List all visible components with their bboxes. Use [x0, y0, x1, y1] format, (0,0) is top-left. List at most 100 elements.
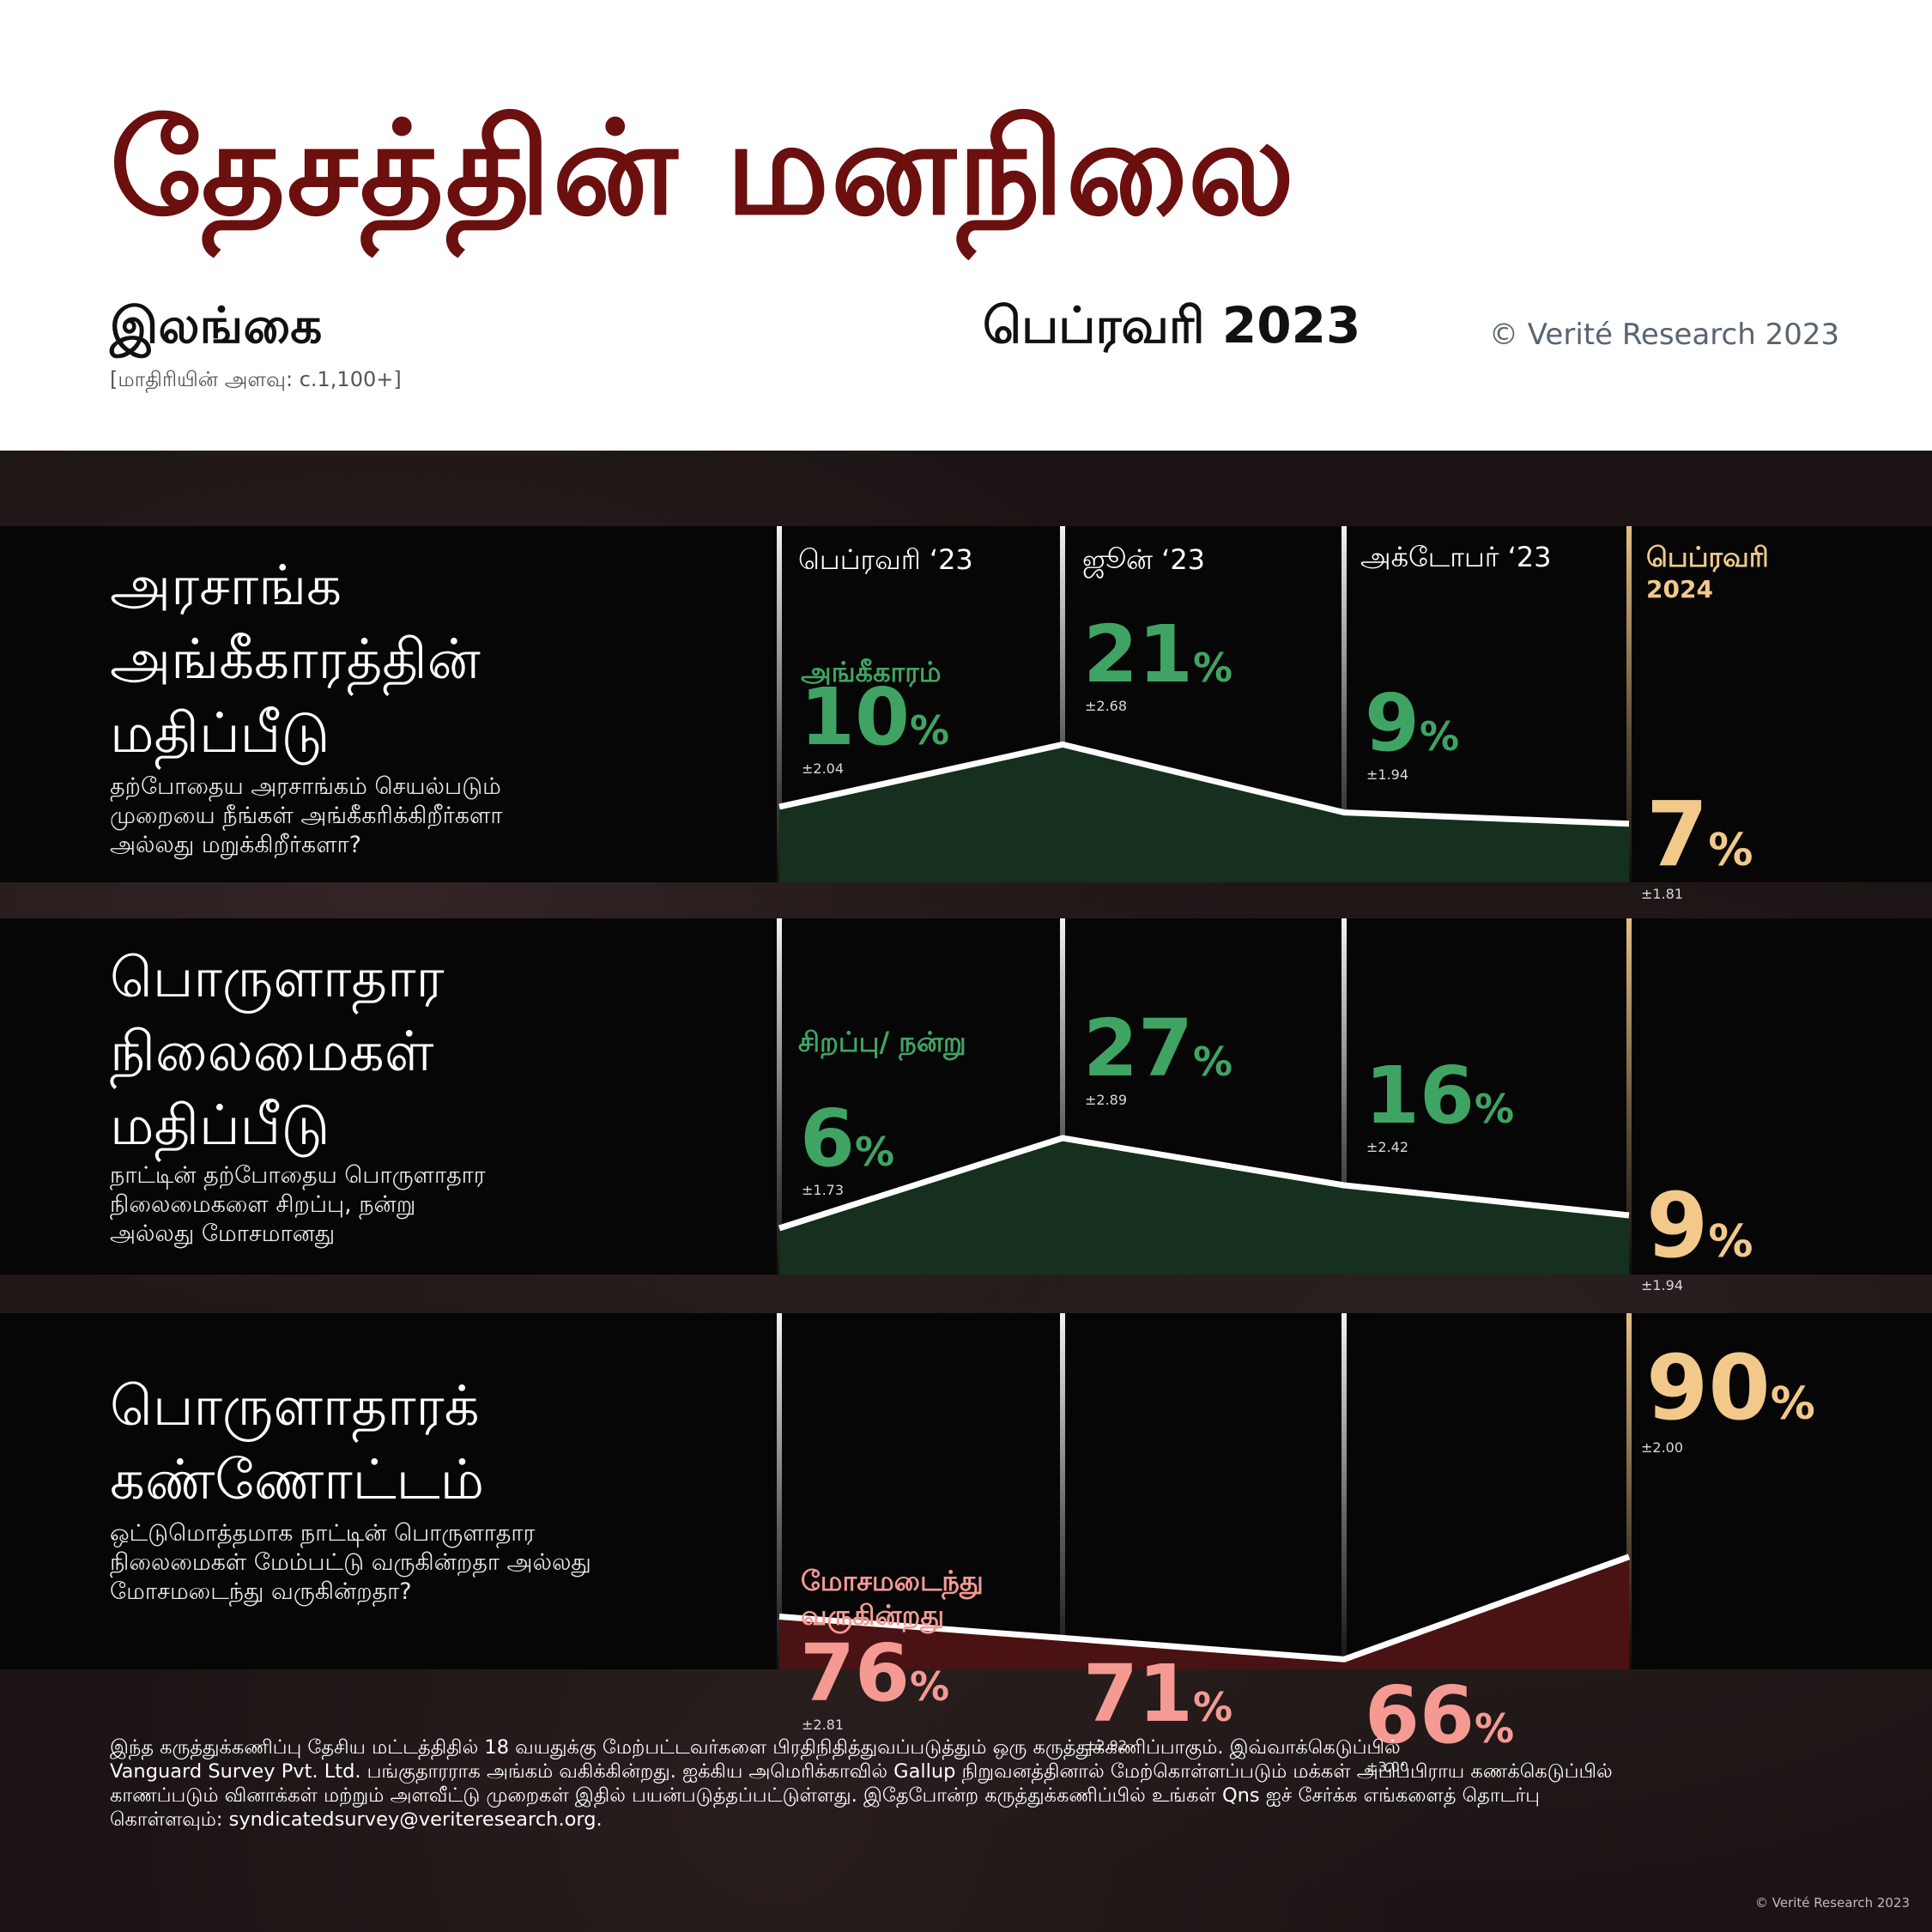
- margin-of-error-1-2: ±2.42: [1366, 1139, 1409, 1155]
- data-label-1-2: 16%: [1365, 1057, 1514, 1136]
- question-line: மோசமடைந்து வருகின்றதா?: [110, 1578, 412, 1605]
- series-line-2: [778, 1553, 1631, 1662]
- question-line: நாட்டின் தற்போதைய பொருளாதார: [110, 1162, 486, 1189]
- data-label-unit: %: [1193, 645, 1233, 692]
- question-line: அல்லது மறுக்கிறீர்களா?: [110, 832, 361, 858]
- margin-of-error-0-2: ±1.94: [1366, 766, 1409, 783]
- data-label-value: 76: [800, 1626, 911, 1719]
- series-area-2: [779, 1556, 1629, 1669]
- data-label-unit: %: [910, 1662, 950, 1710]
- data-label-unit: %: [1708, 1216, 1753, 1268]
- data-label-2-2: 66%: [1365, 1676, 1514, 1755]
- data-label-unit: %: [855, 1129, 895, 1175]
- panel-title-line: மதிப்பீடு: [110, 1094, 330, 1158]
- panel-title: அரசாங்க அங்கீகாரத்தின் மதிப்பீடு: [110, 549, 481, 771]
- panel-title-line: நிலைமைகள்: [110, 1021, 434, 1084]
- copyright-bottom: © Verité Research 2023: [1755, 1895, 1911, 1911]
- panel-title-line: அங்கீகாரத்தின்: [110, 628, 481, 692]
- column-header-feb-24-line1: பெப்ரவரி: [1646, 541, 1769, 573]
- margin-of-error-2-2: ±3.00: [1366, 1759, 1409, 1776]
- series-area-1: [779, 1138, 1629, 1275]
- gridline-0-3: [1626, 526, 1632, 882]
- footnote: இந்த கருத்துக்கணிப்பு தேசிய மட்டத்திதில்…: [110, 1735, 1826, 1832]
- gridline-1-1: [1060, 918, 1065, 1275]
- copyright-top: © Verité Research 2023: [1489, 318, 1840, 352]
- data-label-unit: %: [1475, 1086, 1515, 1132]
- panel-title: பொருளாதார நிலைமைகள் மதிப்பீடு: [110, 942, 445, 1163]
- data-label-0-0: 10%: [800, 678, 949, 757]
- margin-of-error-0-0: ±2.04: [802, 760, 845, 777]
- data-label-2-0: 76%: [800, 1633, 950, 1713]
- column-header-oct-23: அக்டோபர் ‘23: [1360, 541, 1552, 573]
- data-label-unit: %: [910, 707, 950, 754]
- margin-of-error-2-3: ±2.00: [1641, 1439, 1684, 1456]
- data-label-1-0: 6%: [800, 1099, 894, 1178]
- margin-of-error-1-0: ±1.73: [802, 1182, 845, 1198]
- margin-of-error-2-0: ±2.81: [802, 1716, 845, 1733]
- question-line: தற்போதைய அரசாங்கம் செயல்படும்: [110, 773, 501, 800]
- gridline-1-0: [777, 918, 782, 1275]
- question-line: முறையை நீங்கள் அங்கீகரிக்கிறீர்களா: [110, 802, 503, 829]
- gridline-2-3: [1626, 1313, 1632, 1669]
- data-label-1-1: 27%: [1083, 1009, 1232, 1088]
- series-label-worse: மோசமடைந்து வருகின்றது: [801, 1564, 984, 1632]
- data-label-value: 71: [1083, 1648, 1194, 1741]
- series-label-worse-line1: மோசமடைந்து: [801, 1565, 984, 1597]
- margin-of-error-1-1: ±2.89: [1085, 1092, 1128, 1108]
- data-label-value: 27: [1083, 1002, 1194, 1094]
- data-label-value: 90: [1646, 1335, 1771, 1440]
- series-area-0: [779, 744, 1629, 882]
- data-label-unit: %: [1708, 824, 1753, 876]
- gridline-2-1: [1060, 1313, 1065, 1669]
- data-label-value: 10: [800, 671, 911, 763]
- gridline-1-2: [1341, 918, 1347, 1275]
- gridline-0-0: [777, 526, 782, 882]
- column-header-feb-23: பெப்ரவரி ‘23: [798, 543, 973, 576]
- data-label-0-1: 21%: [1083, 615, 1232, 694]
- sample-size: [மாதிரியின் அளவு: c.1,100+]: [110, 367, 402, 391]
- data-label-value: 21: [1083, 609, 1194, 701]
- data-label-unit: %: [1193, 1039, 1233, 1085]
- country-label: இலங்கை: [110, 296, 323, 354]
- footnote-line: கொள்ளவும்: syndicatedsurvey@veriteresear…: [110, 1808, 603, 1831]
- margin-of-error-0-1: ±2.68: [1085, 698, 1128, 715]
- page-title: தேசத்தின் மனநிலை: [110, 94, 1297, 244]
- series-line-1: [778, 1135, 1630, 1232]
- panel-title-line: மதிப்பீடு: [110, 702, 330, 766]
- gridline-0-1: [1060, 526, 1065, 882]
- data-label-value: 9: [1365, 676, 1420, 769]
- footnote-line: இந்த கருத்துக்கணிப்பு தேசிய மட்டத்திதில்…: [110, 1736, 1401, 1759]
- data-label-0-2: 9%: [1365, 683, 1460, 763]
- question-line: நிலைமைகள் மேம்பட்டு வருகின்றதா அல்லது: [110, 1549, 591, 1576]
- question-line: நிலைமைகளை சிறப்பு, நன்று: [110, 1191, 416, 1218]
- data-label-value: 6: [800, 1093, 856, 1184]
- gridline-2-2: [1341, 1313, 1347, 1669]
- data-label-unit: %: [1770, 1378, 1815, 1430]
- panel-title-line: பொருளாதாரக்: [110, 1375, 480, 1438]
- panel-question: நாட்டின் தற்போதைய பொருளாதார நிலைமைகளை சி…: [110, 1161, 486, 1249]
- gridline-2-0: [777, 1313, 782, 1669]
- panel-title: பொருளாதாரக் கண்ணோட்டம்: [110, 1370, 484, 1517]
- data-label-0-3: 7%: [1646, 790, 1753, 879]
- data-label-value: 7: [1646, 781, 1709, 887]
- data-label-unit: %: [1475, 1705, 1515, 1753]
- question-line: அல்லது மோசமானது: [110, 1220, 336, 1247]
- data-label-value: 66: [1365, 1669, 1475, 1762]
- column-header-feb-24: பெப்ரவரி 2024: [1646, 541, 1769, 606]
- series-label-worse-line2: வருகின்றது: [801, 1599, 945, 1632]
- data-label-2-1: 71%: [1083, 1655, 1232, 1734]
- panel-title-line: கண்ணோட்டம்: [110, 1449, 485, 1512]
- series-line-0: [778, 741, 1630, 827]
- footnote-line: Vanguard Survey Pvt. Ltd. பங்குதாரராக அங…: [110, 1760, 1613, 1783]
- data-label-unit: %: [1193, 1684, 1233, 1731]
- question-line: ஒட்டுமொத்தமாக நாட்டின் பொருளாதார: [110, 1520, 536, 1547]
- gridline-0-2: [1341, 526, 1347, 882]
- panel-question: தற்போதைய அரசாங்கம் செயல்படும் முறையை நீங…: [110, 772, 503, 860]
- panel-title-line: அரசாங்க: [110, 554, 342, 618]
- data-label-1-3: 9%: [1646, 1181, 1753, 1270]
- panel-title-line: பொருளாதார: [110, 947, 445, 1010]
- data-label-2-3: 90%: [1646, 1343, 1815, 1432]
- data-label-value: 9: [1646, 1173, 1709, 1278]
- data-label-unit: %: [1420, 712, 1460, 760]
